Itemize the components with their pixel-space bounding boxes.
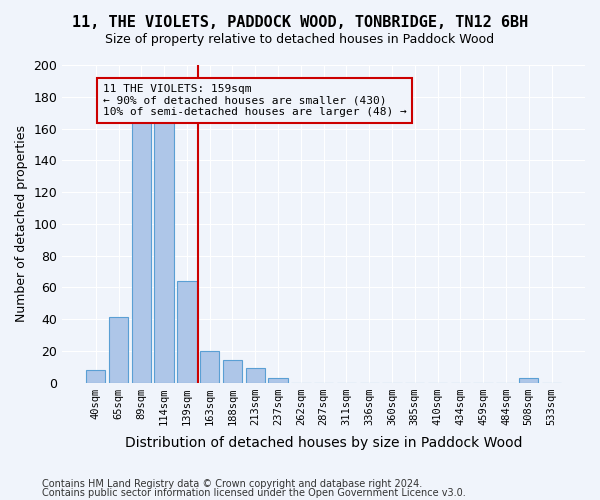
Text: Contains public sector information licensed under the Open Government Licence v3: Contains public sector information licen… xyxy=(42,488,466,498)
Text: Contains HM Land Registry data © Crown copyright and database right 2024.: Contains HM Land Registry data © Crown c… xyxy=(42,479,422,489)
Bar xyxy=(245,368,265,382)
Bar xyxy=(131,120,151,382)
Y-axis label: Number of detached properties: Number of detached properties xyxy=(15,126,28,322)
Text: 11, THE VIOLETS, PADDOCK WOOD, TONBRIDGE, TN12 6BH: 11, THE VIOLETS, PADDOCK WOOD, TONBRIDGE… xyxy=(72,15,528,30)
Bar xyxy=(519,378,538,382)
Text: 11 THE VIOLETS: 159sqm
← 90% of detached houses are smaller (430)
10% of semi-de: 11 THE VIOLETS: 159sqm ← 90% of detached… xyxy=(103,84,406,117)
Bar xyxy=(109,318,128,382)
Bar xyxy=(86,370,106,382)
Bar xyxy=(268,378,288,382)
Bar xyxy=(177,281,197,382)
Bar xyxy=(223,360,242,382)
Bar xyxy=(154,120,174,382)
X-axis label: Distribution of detached houses by size in Paddock Wood: Distribution of detached houses by size … xyxy=(125,436,523,450)
Text: Size of property relative to detached houses in Paddock Wood: Size of property relative to detached ho… xyxy=(106,32,494,46)
Bar xyxy=(200,351,220,382)
